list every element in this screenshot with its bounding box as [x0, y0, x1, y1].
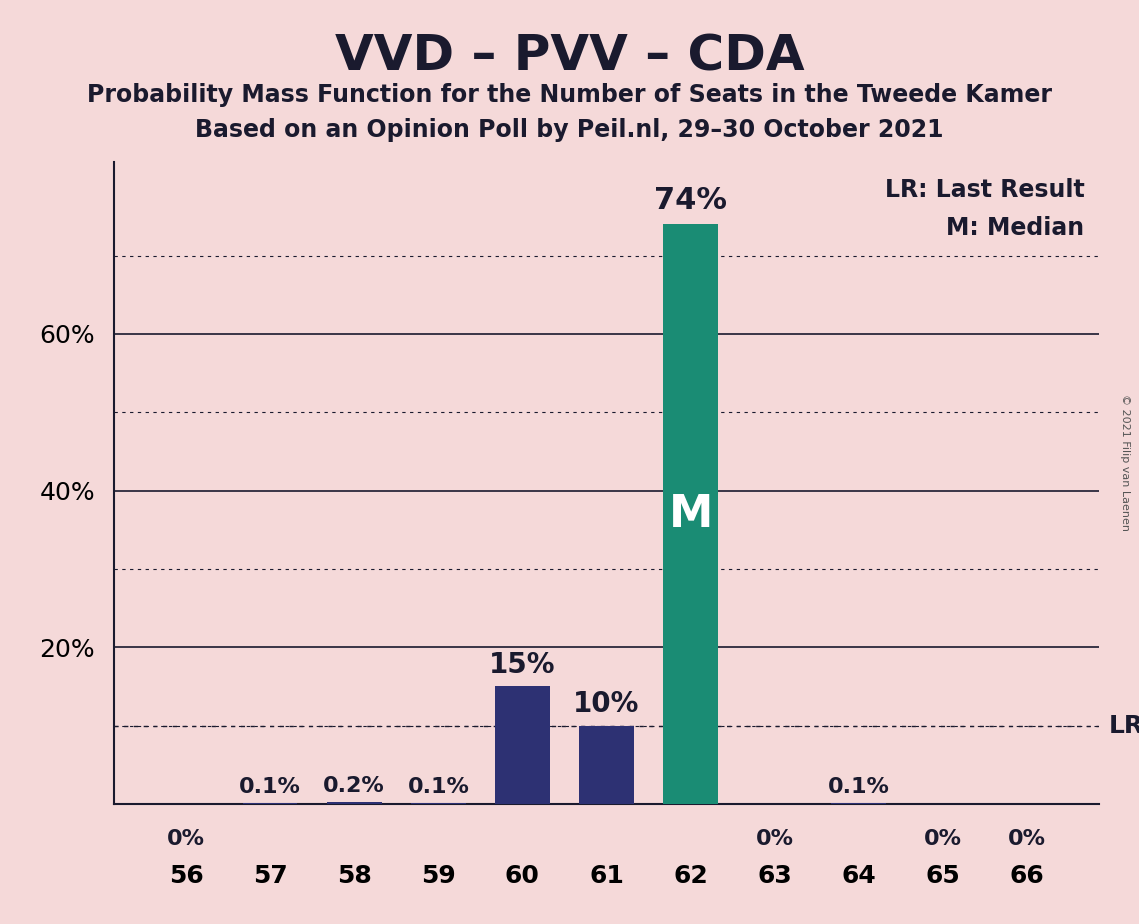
- Text: 0.2%: 0.2%: [323, 776, 385, 796]
- Bar: [495, 687, 550, 804]
- Text: 0.1%: 0.1%: [408, 777, 469, 796]
- Bar: [663, 225, 718, 804]
- Text: 0%: 0%: [1008, 829, 1046, 849]
- Bar: [580, 725, 633, 804]
- Text: 0%: 0%: [924, 829, 962, 849]
- Text: VVD – PVV – CDA: VVD – PVV – CDA: [335, 32, 804, 80]
- Text: LR: Last Result: LR: Last Result: [885, 177, 1084, 201]
- Text: LR: LR: [1109, 713, 1139, 737]
- Text: 15%: 15%: [489, 650, 556, 678]
- Bar: [327, 802, 382, 804]
- Text: © 2021 Filip van Laenen: © 2021 Filip van Laenen: [1121, 394, 1130, 530]
- Text: 74%: 74%: [654, 186, 727, 215]
- Text: M: Median: M: Median: [947, 216, 1084, 240]
- Text: M: M: [669, 492, 713, 536]
- Text: Based on an Opinion Poll by Peil.nl, 29–30 October 2021: Based on an Opinion Poll by Peil.nl, 29–…: [195, 118, 944, 142]
- Text: 0.1%: 0.1%: [828, 777, 890, 796]
- Text: 10%: 10%: [573, 689, 640, 718]
- Text: 0.1%: 0.1%: [239, 777, 301, 796]
- Text: 0%: 0%: [167, 829, 205, 849]
- Text: Probability Mass Function for the Number of Seats in the Tweede Kamer: Probability Mass Function for the Number…: [87, 83, 1052, 107]
- Text: 0%: 0%: [755, 829, 794, 849]
